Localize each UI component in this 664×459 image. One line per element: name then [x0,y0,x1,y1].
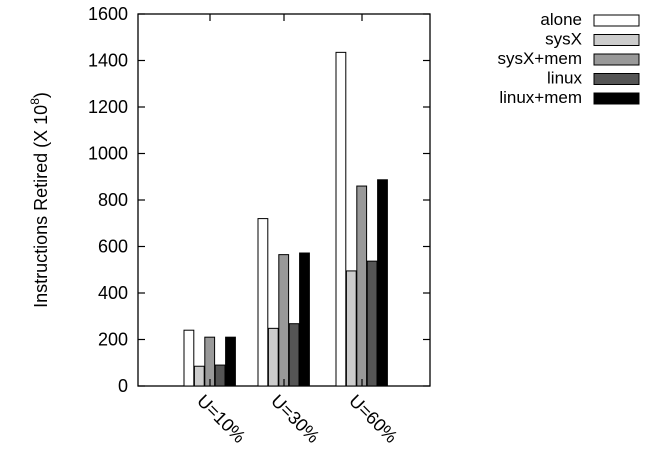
y-tick-label: 1000 [88,144,128,164]
legend-label: linux [547,69,582,88]
bar-sysX-1 [267,327,279,387]
bar-alone-1 [257,218,269,387]
y-tick-label: 200 [98,330,128,350]
bar-alone-0 [183,329,195,387]
x-tick-label: U=60% [345,391,401,447]
bar-linux-0 [214,364,226,387]
legend-swatch-sysX-plus-mem [593,53,640,66]
bar-sysX-plus-mem-1 [278,254,290,387]
bar-sysX-plus-mem-2 [356,185,368,387]
legend-label: sysX+mem [497,49,582,68]
y-tick-label: 600 [98,237,128,257]
y-tick-label: 1400 [88,51,128,71]
bar-linux-plus-mem-2 [377,179,388,387]
legend-swatch-alone [593,14,640,27]
y-tick-label: 1600 [88,4,128,24]
y-tick-label: 800 [98,190,128,210]
y-tick-label: 1200 [88,97,128,117]
bar-linux-plus-mem-1 [299,252,310,387]
bar-linux-1 [288,323,300,387]
x-tick-label: U=30% [267,391,323,447]
y-axis-label-suffix: ) [31,92,51,98]
legend-label: sysX [545,30,582,49]
x-tick-label: U=10% [193,391,249,447]
bar-linux-plus-mem-0 [225,336,236,387]
bar-sysX-0 [193,365,205,387]
y-tick-label: 400 [98,283,128,303]
legend-label: alone [540,10,582,29]
legend-swatch-linux-plus-mem [593,92,640,105]
plot-area: 0 200 400 600 800 1000 1200 1400 1600 Instruction… [28,4,431,447]
y-axis-label: Instructions Retired (X 108) [28,92,51,308]
legend-swatch-linux [593,73,640,85]
y-axis-label-exponent: 8 [28,98,42,105]
legend-swatch-sysX [593,34,640,46]
bar-alone-2 [335,51,347,387]
y-axis-label-main: Instructions Retired (X 10 [31,105,51,308]
bar-sysX-2 [345,270,357,387]
legend-label: linux+mem [499,88,582,107]
y-tick-label: 0 [118,376,128,396]
bar-linux-2 [366,260,378,387]
bar-sysX-plus-mem-0 [204,336,216,387]
